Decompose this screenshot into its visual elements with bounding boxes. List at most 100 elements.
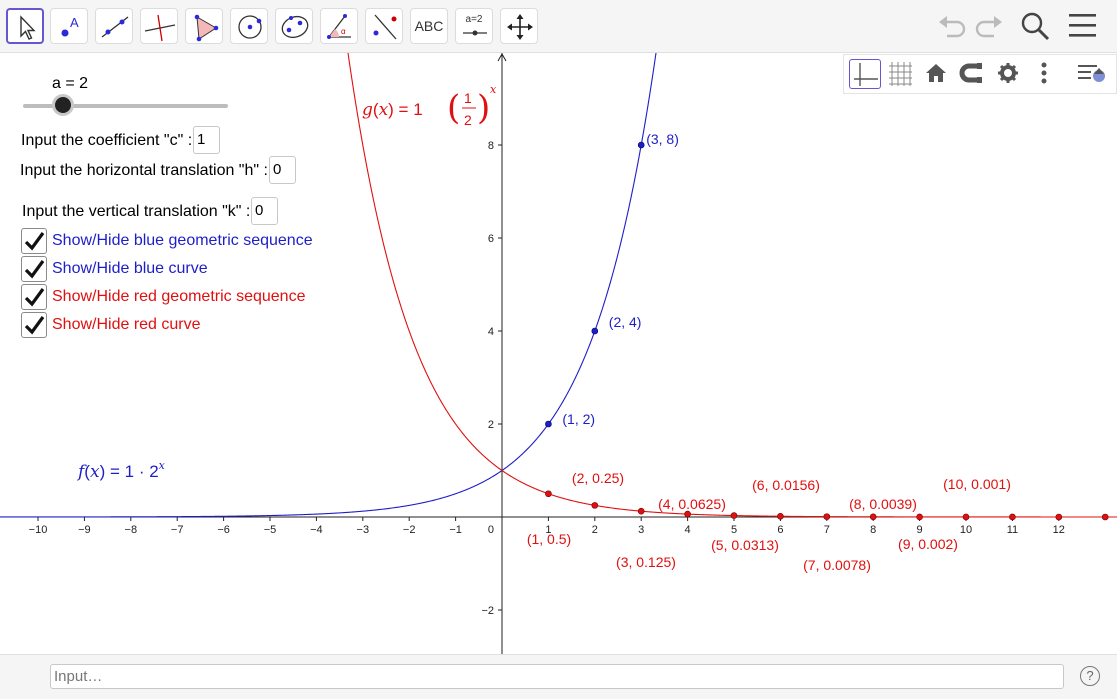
x-tick-label: −4 [310, 524, 323, 536]
blue-sequence-point[interactable] [545, 420, 552, 428]
red-sequence-point[interactable] [637, 507, 645, 515]
red-point-label: (10, 0.001) [943, 476, 1011, 492]
undo-icon [939, 16, 966, 38]
coefficient-c-label: Input the coefficient "c" : [21, 132, 193, 149]
more-vertical-icon [1041, 62, 1047, 84]
red-point-label: (6, 0.0156) [752, 477, 820, 493]
sequence-points[interactable]: (1, 2) (2, 4) (3, 8) (1, 0.5) (2, 0.25) (3, 0… [527, 131, 1109, 573]
text-tool-button[interactable]: ABC [410, 8, 448, 44]
x-tick-label: 12 [1053, 524, 1065, 536]
checkbox-label-4[interactable]: Show/Hide red curve [52, 316, 201, 333]
blue-point-label: (3, 8) [646, 131, 679, 147]
slider-a-track[interactable] [23, 104, 228, 108]
line-tool-button[interactable] [95, 8, 133, 44]
help-button[interactable]: ? [1080, 666, 1100, 686]
origin-label: 0 [488, 524, 494, 536]
x-tick-label: 4 [685, 524, 691, 536]
search-button[interactable] [1018, 10, 1052, 42]
gear-icon [998, 63, 1018, 83]
red-sequence-point[interactable] [1055, 513, 1063, 521]
angle-icon: α [327, 14, 351, 39]
checkmark-icon [24, 316, 45, 335]
checkbox-3[interactable] [21, 284, 47, 310]
point-capturing-button[interactable] [957, 59, 989, 89]
move-view-tool-button[interactable] [500, 8, 538, 44]
slider-a-thumb[interactable] [55, 97, 71, 113]
blue-sequence-point[interactable] [637, 141, 645, 149]
checkbox-label-2[interactable]: Show/Hide blue curve [52, 260, 208, 277]
checkbox-1[interactable] [21, 228, 47, 254]
checkmark-icon [24, 288, 45, 307]
style-bar-toggle-button[interactable] [1075, 59, 1107, 89]
red-sequence-point[interactable] [684, 510, 691, 518]
red-curve-g[interactable] [237, 53, 1117, 518]
circle-tool-button[interactable] [230, 8, 268, 44]
red-point-label: (1, 0.5) [527, 531, 571, 547]
x-tick-label: 8 [870, 524, 876, 536]
y-tick-label: 6 [488, 233, 494, 245]
standard-view-button[interactable] [921, 59, 953, 89]
g-function-label[interactable]: g(x) = 1 ( 1 2 ) x [362, 83, 497, 128]
blue-sequence-point[interactable] [591, 327, 599, 335]
x-tick-label: 7 [824, 524, 830, 536]
red-point-label: (5, 0.0313) [711, 537, 779, 553]
toggle-grid-button[interactable] [885, 59, 917, 89]
redo-icon [975, 16, 1002, 38]
checkbox-4[interactable] [21, 312, 47, 338]
red-sequence-point[interactable] [730, 512, 738, 519]
checkbox-label-1[interactable]: Show/Hide blue geometric sequence [52, 232, 313, 249]
y-tick-label: 4 [488, 326, 494, 338]
checkbox-2[interactable] [21, 256, 47, 282]
polygon-tool-button[interactable] [185, 8, 223, 44]
slider-tool-button[interactable]: a=2 [455, 8, 493, 44]
vertical-translation-k-label: Input the vertical translation "k" : [22, 203, 251, 220]
point-tool-button[interactable]: A [50, 8, 88, 44]
red-point-label: (2, 0.25) [572, 470, 624, 486]
red-sequence-point[interactable] [962, 513, 970, 521]
control-panel: a = 2 [0, 53, 330, 353]
red-sequence-point[interactable] [869, 513, 877, 521]
graphics-view[interactable]: −10 −9 −8 −7 −6 −5 −4 −3 −2 −1 1 2 3 4 5 6 7 8 9 10 11 12−224… [0, 53, 1117, 654]
red-sequence-point[interactable] [1101, 513, 1109, 521]
red-sequence-point[interactable] [777, 512, 784, 520]
algebra-input-bar: ? [0, 654, 1117, 699]
move-tool-button[interactable] [6, 8, 44, 44]
reflect-tool-button[interactable] [365, 8, 403, 44]
main-menu-button[interactable] [1066, 10, 1100, 42]
curves [0, 53, 1117, 518]
redo-button[interactable] [972, 10, 1006, 42]
svg-text:2: 2 [464, 112, 472, 128]
coefficient-c-input[interactable]: 1 [193, 126, 220, 154]
more-options-button[interactable] [1029, 59, 1061, 89]
polygon-icon [194, 14, 219, 42]
x-tick-label: −2 [403, 524, 416, 536]
blue-point-label: (2, 4) [609, 314, 642, 330]
undo-button[interactable] [935, 10, 969, 42]
x-tick-label: 1 [545, 524, 551, 536]
angle-tool-button[interactable]: α [320, 8, 358, 44]
checkbox-label-3[interactable]: Show/Hide red geometric sequence [52, 288, 306, 305]
blue-point-label: (1, 2) [562, 411, 595, 427]
vertical-translation-k-input[interactable]: 0 [251, 197, 278, 225]
blue-curve-f[interactable] [0, 53, 767, 518]
perpendicular-tool-button[interactable] [140, 8, 178, 44]
red-sequence-point[interactable] [591, 502, 599, 509]
conic-tool-button[interactable] [275, 8, 313, 44]
search-icon [1021, 12, 1050, 41]
algebra-input[interactable] [50, 664, 1064, 689]
red-sequence-point[interactable] [916, 513, 923, 521]
point-icon: A [61, 15, 79, 37]
red-sequence-point[interactable] [545, 490, 552, 498]
magnet-icon [959, 63, 982, 83]
x-tick-label: 3 [638, 524, 644, 536]
hamburger-menu-icon [1069, 14, 1096, 37]
f-function-label[interactable]: f(x) = 1 · 2x [76, 459, 166, 482]
red-point-label: (7, 0.0078) [803, 557, 871, 573]
toggle-axes-button[interactable] [849, 59, 881, 89]
horizontal-translation-h-input[interactable]: 0 [269, 156, 296, 184]
slider-icon [463, 30, 487, 36]
red-sequence-point[interactable] [1009, 513, 1016, 521]
graphics-settings-button[interactable] [993, 59, 1025, 89]
red-sequence-point[interactable] [823, 513, 831, 520]
reflect-icon [373, 14, 397, 40]
